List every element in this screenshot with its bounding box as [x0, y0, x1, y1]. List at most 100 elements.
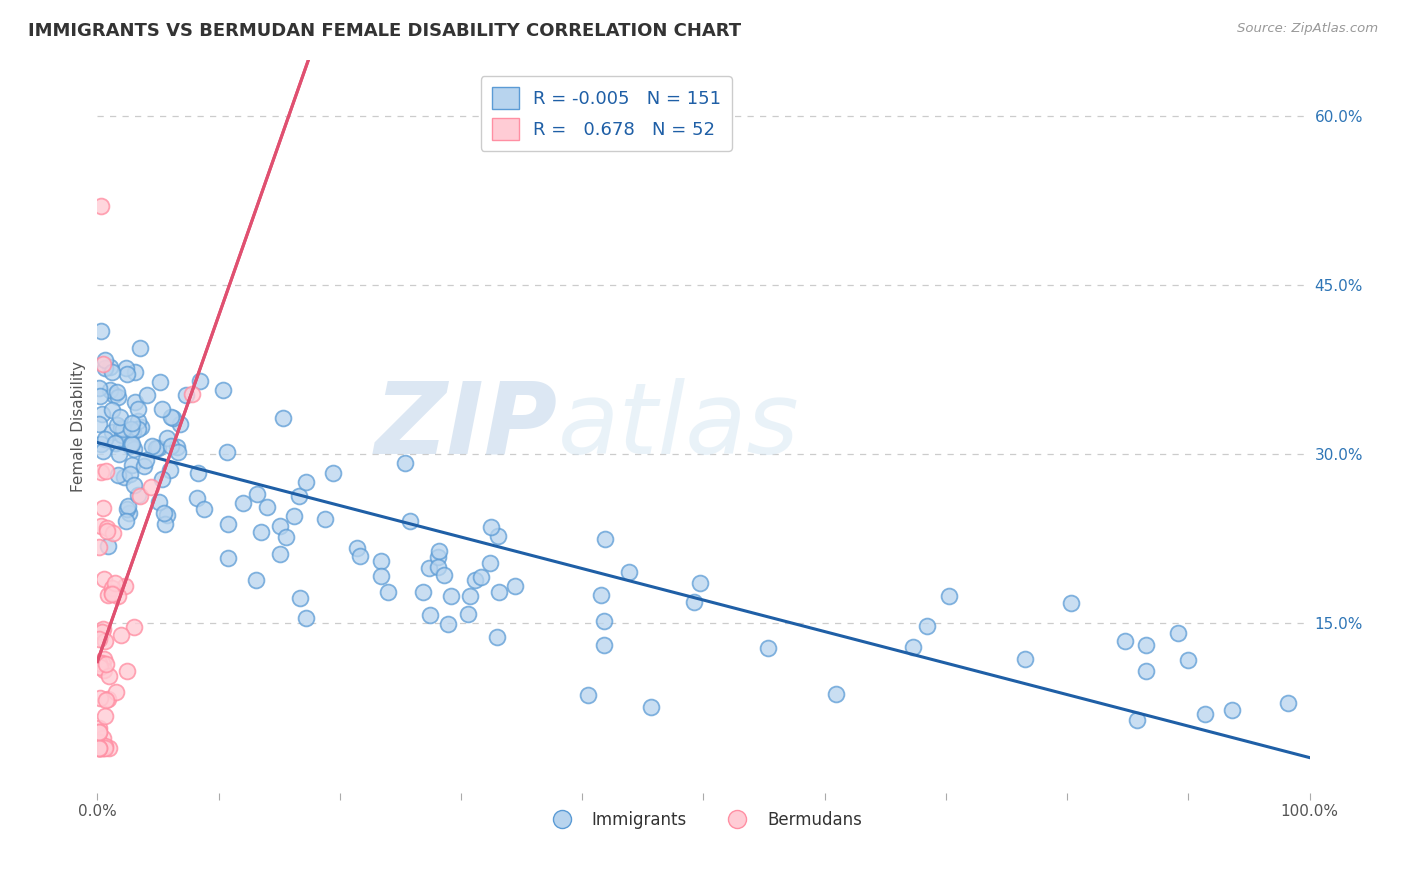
Text: atlas: atlas: [558, 377, 800, 475]
Point: [418, 560, 440, 574]
Point: [377, 585, 399, 599]
Point: [94, 353, 117, 368]
Point: [121, 437, 143, 451]
Point: [457, 607, 479, 621]
Point: [107, 447, 129, 461]
Point: [107, 390, 129, 404]
Point: [124, 395, 146, 409]
Point: [756, 640, 779, 655]
Point: [215, 445, 238, 459]
Point: [110, 627, 132, 641]
Point: [104, 436, 127, 450]
Point: [938, 589, 960, 603]
Point: [412, 585, 434, 599]
Point: [370, 554, 392, 568]
Text: ZIP: ZIP: [375, 377, 558, 475]
Point: [1167, 626, 1189, 640]
Point: [91, 500, 114, 515]
Point: [103, 388, 125, 402]
Point: [160, 410, 183, 425]
Point: [127, 422, 149, 436]
Y-axis label: Female Disability: Female Disability: [72, 360, 86, 491]
Point: [110, 409, 132, 424]
Point: [246, 487, 269, 501]
Point: [901, 640, 924, 654]
Point: [269, 547, 291, 561]
Point: [91, 740, 114, 755]
Point: [94, 464, 117, 478]
Point: [148, 495, 170, 509]
Point: [146, 441, 169, 455]
Point: [127, 414, 149, 428]
Point: [166, 445, 188, 459]
Point: [96, 524, 118, 538]
Point: [576, 689, 599, 703]
Point: [87, 725, 110, 739]
Point: [117, 499, 139, 513]
Point: [1014, 651, 1036, 665]
Point: [212, 383, 235, 397]
Point: [689, 575, 711, 590]
Point: [91, 740, 114, 755]
Point: [101, 587, 124, 601]
Point: [91, 731, 114, 746]
Point: [94, 634, 117, 648]
Point: [314, 512, 336, 526]
Point: [149, 375, 172, 389]
Point: [93, 740, 115, 755]
Point: [250, 525, 273, 540]
Point: [122, 442, 145, 456]
Point: [100, 581, 122, 595]
Point: [141, 439, 163, 453]
Point: [1135, 638, 1157, 652]
Point: [87, 740, 110, 755]
Point: [135, 452, 157, 467]
Point: [98, 359, 121, 374]
Point: [97, 668, 120, 682]
Point: [104, 576, 127, 591]
Point: [96, 693, 118, 707]
Point: [479, 520, 502, 534]
Point: [90, 436, 112, 450]
Point: [127, 401, 149, 416]
Point: [94, 360, 117, 375]
Point: [111, 422, 134, 436]
Point: [294, 610, 316, 624]
Point: [128, 341, 150, 355]
Point: [245, 574, 267, 588]
Point: [97, 740, 120, 755]
Point: [1177, 653, 1199, 667]
Point: [101, 403, 124, 417]
Point: [1060, 596, 1083, 610]
Point: [156, 508, 179, 522]
Point: [232, 496, 254, 510]
Point: [256, 500, 278, 515]
Point: [464, 573, 486, 587]
Point: [160, 439, 183, 453]
Point: [153, 516, 176, 531]
Point: [398, 514, 420, 528]
Point: [503, 579, 526, 593]
Point: [1222, 703, 1244, 717]
Point: [193, 502, 215, 516]
Point: [100, 383, 122, 397]
Point: [87, 740, 110, 755]
Legend: Immigrants, Bermudans: Immigrants, Bermudans: [538, 805, 869, 836]
Point: [294, 475, 316, 489]
Point: [136, 388, 159, 402]
Point: [121, 416, 143, 430]
Point: [90, 324, 112, 338]
Point: [156, 431, 179, 445]
Point: [1126, 713, 1149, 727]
Point: [426, 559, 449, 574]
Point: [322, 466, 344, 480]
Point: [100, 425, 122, 439]
Point: [94, 433, 117, 447]
Point: [115, 367, 138, 381]
Point: [132, 458, 155, 473]
Point: [120, 439, 142, 453]
Point: [640, 700, 662, 714]
Point: [87, 381, 110, 395]
Text: IMMIGRANTS VS BERMUDAN FEMALE DISABILITY CORRELATION CHART: IMMIGRANTS VS BERMUDAN FEMALE DISABILITY…: [28, 22, 741, 40]
Point: [90, 625, 112, 640]
